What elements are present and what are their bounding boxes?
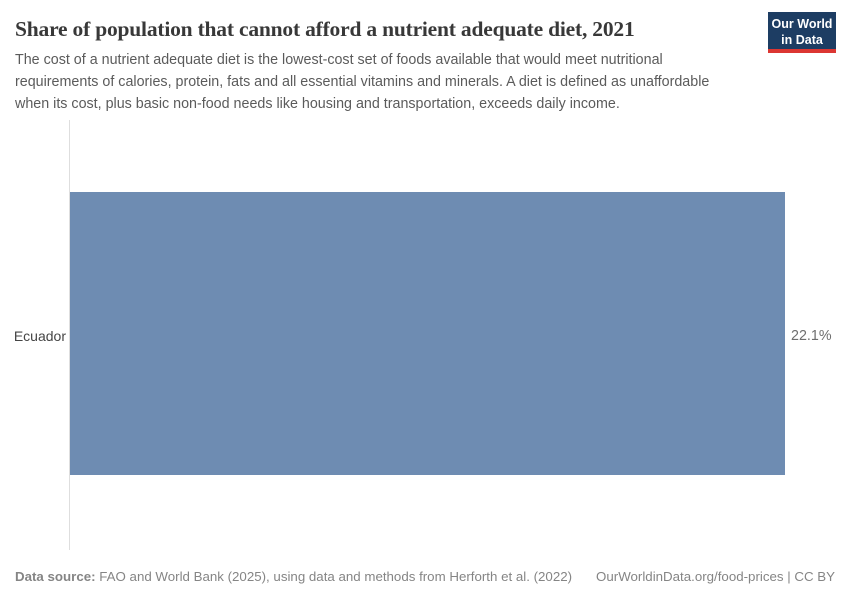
bar-ecuador[interactable] <box>70 192 785 475</box>
subtitle-line: requirements of calories, protein, fats … <box>15 74 710 90</box>
bar-value-label: 22.1% <box>791 328 832 344</box>
y-axis-line <box>69 120 70 550</box>
license-link[interactable]: OurWorldinData.org/food-prices | CC BY <box>596 569 835 584</box>
data-source-label: Data source: <box>15 569 96 584</box>
owid-logo-line1: Our World <box>771 17 833 31</box>
data-source-text: FAO and World Bank (2025), using data an… <box>95 569 573 584</box>
data-source-note: Data source: FAO and World Bank (2025), … <box>15 568 572 585</box>
bar-category-label: Ecuador <box>13 328 66 344</box>
chart-subtitle: The cost of a nutrient adequate diet is … <box>15 49 795 115</box>
chart-title: Share of population that cannot afford a… <box>15 17 635 41</box>
owid-logo-line2: in Data <box>781 33 823 47</box>
subtitle-line: when its cost, plus basic non-food needs… <box>15 96 620 112</box>
chart-footer: Data source: FAO and World Bank (2025), … <box>15 568 835 585</box>
owid-logo[interactable]: Our World in Data <box>768 12 836 53</box>
subtitle-line: The cost of a nutrient adequate diet is … <box>15 52 663 68</box>
